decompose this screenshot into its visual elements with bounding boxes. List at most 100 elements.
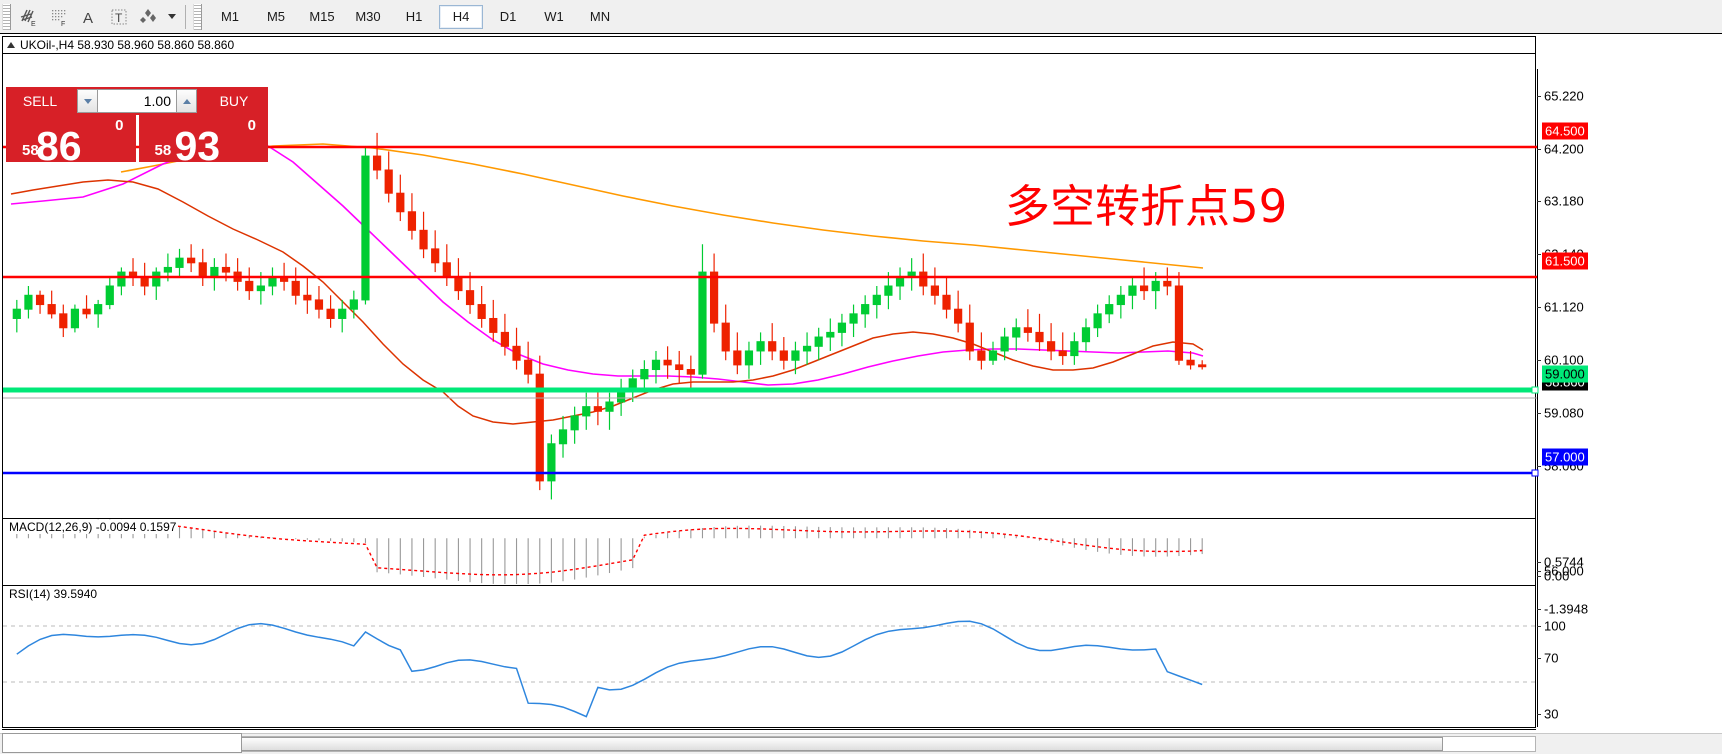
scrollbar-track[interactable] <box>2 736 1536 752</box>
candle-body <box>245 280 254 292</box>
resistance-64500-label[interactable]: 64.500 <box>1542 122 1588 140</box>
candle-body <box>1174 285 1184 361</box>
candle-body <box>1093 313 1102 329</box>
chevron-down-icon <box>83 98 92 104</box>
macd-scale-label: 0.00 <box>1544 568 1570 584</box>
candle-body <box>477 304 486 319</box>
price-pane[interactable] <box>3 53 1535 517</box>
price-tick <box>1537 307 1541 308</box>
candle-body <box>582 406 591 417</box>
expert-advisors-icon[interactable]: E <box>14 3 44 31</box>
rsi-scale-label: 30 <box>1544 706 1559 722</box>
candle-body <box>1070 341 1079 357</box>
macd-scale-tick <box>1537 576 1541 577</box>
trade-panel-top-row: SELL 1.00 BUY <box>6 87 268 115</box>
candle-body <box>35 294 45 306</box>
candle-body <box>628 378 637 389</box>
price-tick <box>1537 360 1541 361</box>
candle-body <box>733 350 742 366</box>
sell-price-quote[interactable]: 58 86 0 <box>6 115 136 167</box>
timeframe-d1[interactable]: D1 <box>499 9 517 24</box>
chart-header: UKOil-,H4 58.930 58.960 58.860 58.860 <box>3 37 1535 53</box>
candle-body <box>675 364 684 371</box>
pivot-59000-label[interactable]: 59.000 <box>1542 365 1588 383</box>
timeframe-h4[interactable]: H4 <box>439 4 483 29</box>
macd-scale-tick <box>1537 609 1541 610</box>
timeframe-m30[interactable]: M30 <box>355 9 381 24</box>
sell-price-fraction: 0 <box>115 117 124 134</box>
candle-body <box>907 271 916 278</box>
toolbar-grip[interactable] <box>2 3 11 30</box>
timeframe-m15[interactable]: M15 <box>309 9 335 24</box>
support-57000-label[interactable]: 57.000 <box>1542 448 1588 466</box>
candle-body <box>163 266 172 273</box>
volume-increase-button[interactable] <box>176 89 197 113</box>
trade-panel-quotes-row: 58 86 0 58 93 0 <box>6 115 268 167</box>
rsi-scale-tick <box>1537 658 1541 659</box>
price-scale[interactable]: 65.22064.20063.18062.14061.12060.10059.0… <box>1537 69 1722 727</box>
rsi-chart-svg <box>3 620 1535 718</box>
sell-price-main: 86 <box>36 123 82 169</box>
resistance-61500-label[interactable]: 61.500 <box>1542 252 1588 270</box>
candle-body <box>384 169 393 194</box>
candle-body <box>768 341 777 352</box>
candle-body <box>698 271 707 375</box>
chart-header-text: UKOil-,H4 58.930 58.960 58.860 58.860 <box>20 38 235 52</box>
text-object-icon[interactable]: T <box>104 3 134 31</box>
rsi-label: RSI(14) 39.5940 <box>7 587 100 601</box>
candle-body <box>686 369 695 375</box>
candle-body <box>779 350 788 361</box>
price-tick-label: 61.120 <box>1544 299 1584 315</box>
timeframe-w1[interactable]: W1 <box>544 9 564 24</box>
text-label-icon[interactable]: A <box>74 3 104 31</box>
candle-body <box>349 299 358 310</box>
timeframe-m5[interactable]: M5 <box>266 9 286 24</box>
main-toolbar: E F A T <box>0 0 1722 34</box>
scrollbar-thumb[interactable] <box>163 737 1443 751</box>
templates-dropdown-caret[interactable] <box>164 3 180 31</box>
buy-price-quote[interactable]: 58 93 0 <box>138 115 268 167</box>
toolbar-separator <box>185 4 186 29</box>
timeframe-mn[interactable]: MN <box>589 9 611 24</box>
price-tick-label: 65.220 <box>1544 88 1584 104</box>
price-chart-svg <box>10 132 1207 500</box>
volume-control: 1.00 <box>74 87 200 115</box>
candle-body <box>1058 350 1067 357</box>
timeframe-m1[interactable]: M1 <box>220 9 240 24</box>
candle-body <box>419 229 428 250</box>
collapse-triangle-icon[interactable] <box>7 42 15 48</box>
candle-body <box>1198 364 1207 368</box>
candle-body <box>24 294 33 310</box>
chart-tab-strip[interactable] <box>2 733 242 753</box>
candle-body <box>12 308 21 319</box>
buy-button[interactable]: BUY <box>200 87 268 115</box>
candle-body <box>361 155 370 301</box>
candle-body <box>872 294 881 306</box>
candle-body <box>1081 327 1091 343</box>
candle-body <box>651 359 661 371</box>
candle-body <box>1116 294 1125 306</box>
rsi-pane[interactable]: RSI(14) 39.5940 <box>3 585 1535 727</box>
volume-input[interactable]: 1.00 <box>98 89 176 113</box>
candle-body <box>640 369 649 380</box>
candle-body <box>977 350 986 361</box>
sell-button[interactable]: SELL <box>6 87 74 115</box>
price-tick-label: 63.180 <box>1544 193 1584 209</box>
svg-text:E: E <box>31 21 36 28</box>
buy-price-fraction: 0 <box>247 117 256 134</box>
indicators-icon[interactable]: F <box>44 3 74 31</box>
one-click-trading-panel[interactable]: SELL 1.00 BUY 58 86 0 58 93 0 <box>6 87 268 167</box>
chart-scrollbar[interactable] <box>0 733 1722 754</box>
candle-body <box>721 322 730 352</box>
volume-decrease-button[interactable] <box>77 89 98 113</box>
candle-body <box>1128 285 1137 296</box>
candle-body <box>152 271 161 287</box>
candle-body <box>826 331 835 338</box>
macd-pane[interactable]: MACD(12,26,9) -0.0094 0.1597 <box>3 518 1535 584</box>
timeframe-grip[interactable] <box>193 3 202 30</box>
candle-body <box>756 341 765 352</box>
timeframe-h1[interactable]: H1 <box>405 9 423 24</box>
templates-icon[interactable] <box>134 3 164 31</box>
chart-window: UKOil-,H4 58.930 58.960 58.860 58.860 MA… <box>0 33 1722 748</box>
candle-body <box>70 308 80 329</box>
